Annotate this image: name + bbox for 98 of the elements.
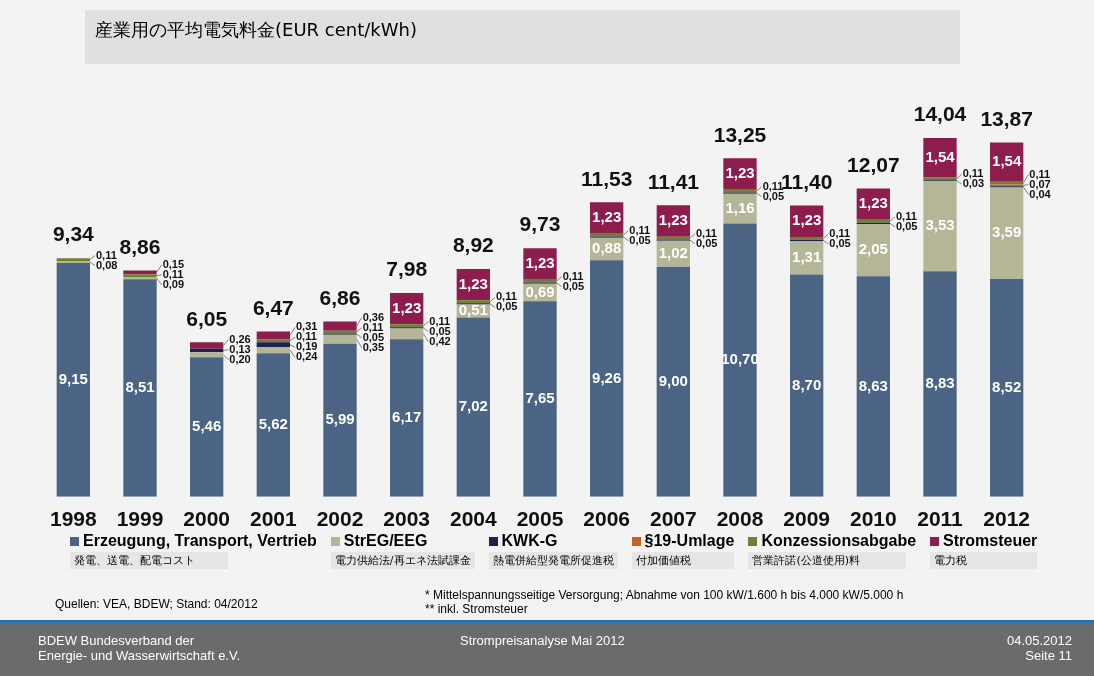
- data-label: 1,54: [925, 147, 956, 165]
- data-label: 1,54: [992, 152, 1022, 170]
- data-label: 0,11: [1029, 167, 1051, 180]
- data-label: 5,46: [192, 417, 222, 435]
- data-label: 0,11: [896, 209, 917, 222]
- data-label: 9,15: [58, 370, 88, 388]
- total-label: 12,07: [847, 152, 900, 176]
- x-tick-label: 2000: [183, 507, 231, 531]
- legend-label: StrEG/EEG: [343, 532, 428, 550]
- total-label: 11,41: [647, 169, 700, 193]
- total-label: 13,87: [980, 106, 1033, 130]
- data-label: 0,11: [696, 226, 717, 239]
- data-label: 1,23: [592, 208, 622, 226]
- x-tick-label: 2006: [583, 507, 631, 531]
- data-label: 8,52: [992, 378, 1022, 396]
- data-label: 8,51: [125, 378, 155, 396]
- data-label: 0,51: [458, 301, 488, 319]
- x-tick-label: 1999: [116, 507, 164, 531]
- total-label: 9,34: [52, 222, 95, 246]
- text: 熱電併給型発電所促進税: [488, 552, 618, 569]
- total-label: 6,86: [319, 285, 361, 309]
- total-label: 13,25: [713, 122, 767, 146]
- data-label: 1,23: [725, 164, 755, 182]
- data-label: 0,31: [296, 320, 318, 333]
- x-tick-label: 1998: [49, 507, 98, 531]
- x-tick-label: 2004: [449, 507, 498, 531]
- legend-label: KWK-G: [501, 532, 558, 550]
- data-label: 1,23: [458, 274, 488, 292]
- total-label: 8,92: [452, 233, 494, 257]
- total-label: 11,53: [580, 166, 633, 190]
- x-tick-label: 2009: [783, 507, 831, 531]
- total-label: 6,05: [186, 306, 228, 330]
- total-label: 7,98: [386, 257, 428, 281]
- data-label: 0,11: [829, 227, 851, 240]
- text: 電力供給法/再エネ法賦課金: [330, 552, 475, 569]
- data-label: 0,15: [162, 257, 185, 270]
- data-label: 0,05: [829, 237, 851, 250]
- data-label: 8,83: [925, 374, 955, 392]
- data-label: 7,65: [525, 389, 555, 407]
- x-tick-label: 2007: [649, 507, 697, 531]
- data-label: 7,02: [458, 397, 488, 415]
- data-label: 1,23: [792, 211, 822, 229]
- data-label: 0,11: [562, 269, 584, 282]
- data-label: 2,05: [858, 240, 888, 258]
- text: Strompreisanalyse Mai 2012: [460, 633, 625, 648]
- legend-label: Erzeugung, Transport, Vertrieb: [83, 532, 317, 550]
- data-label: 0,03: [962, 177, 985, 190]
- data-label: 0,11: [96, 248, 117, 261]
- chart-title: 産業用の平均電気料金(EUR cent/kWh): [85, 10, 960, 64]
- total-label: 14,04: [913, 102, 967, 126]
- text: 営業許諾(公道使用)料: [748, 552, 907, 569]
- data-label: 0,11: [429, 314, 451, 327]
- data-label: 0,36: [362, 310, 385, 323]
- text: ** inkl. Stromsteuer: [425, 602, 528, 616]
- x-tick-label: 2005: [516, 507, 564, 531]
- data-label: 0,69: [525, 282, 555, 300]
- data-label: 5,99: [325, 410, 355, 428]
- x-tick-label: 2008: [716, 507, 764, 531]
- data-label: 1,23: [858, 194, 888, 212]
- data-label: 1,16: [725, 198, 755, 216]
- x-tick-label: 2002: [316, 507, 364, 531]
- x-tick-label: 2011: [917, 507, 964, 531]
- data-label: 3,53: [925, 216, 955, 234]
- data-label: 1,23: [392, 298, 422, 316]
- data-label: 1,02: [658, 243, 688, 261]
- text: BDEW Bundesverband der Energie- und Wasserwirtschaft e.V.: [38, 633, 241, 663]
- data-label: 8,63: [858, 376, 888, 394]
- text: 04.05.2012 Seite 11: [1006, 633, 1072, 663]
- text: * Mittelspannungsseitige Versorgung; Abnahme von 100 kW/1.600 h bis 4.000 kW/5.000 h: [425, 588, 904, 602]
- text: 電力税: [930, 552, 1038, 569]
- data-label: 8,70: [792, 375, 822, 393]
- total-label: 8,86: [119, 234, 161, 258]
- legend-label: Stromsteuer: [943, 532, 1038, 550]
- data-label: 1,31: [792, 247, 822, 265]
- data-label: 3,59: [992, 223, 1022, 241]
- legend-label: §19-Umlage: [644, 532, 735, 550]
- legend-label: Konzessionsabgabe: [761, 532, 917, 550]
- data-label: 0,11: [629, 223, 651, 236]
- data-label: 6,17: [392, 408, 422, 426]
- data-label: 1,23: [658, 211, 688, 229]
- data-label: 1,23: [525, 254, 555, 272]
- total-label: 6,47: [252, 295, 294, 319]
- x-tick-label: 2001: [249, 507, 298, 531]
- x-tick-label: 2010: [849, 507, 897, 531]
- x-tick-label: 2012: [983, 507, 1031, 531]
- data-label: 9,26: [592, 368, 622, 386]
- data-label: 0,26: [229, 332, 251, 345]
- text: 発電、送電、配電コスト: [70, 552, 228, 569]
- data-label: 5,62: [258, 415, 288, 433]
- data-label: 0,88: [592, 239, 622, 257]
- data-label: 9,00: [658, 371, 688, 389]
- total-label: 9,73: [519, 212, 561, 236]
- data-label: 0,11: [962, 167, 984, 180]
- data-label: 0,11: [762, 179, 784, 192]
- data-label: 0,11: [496, 290, 517, 303]
- x-tick-label: 2003: [383, 507, 431, 531]
- text: 付加価値税: [631, 552, 735, 569]
- source-note: Quellen: VEA, BDEW; Stand: 04/2012: [55, 597, 258, 611]
